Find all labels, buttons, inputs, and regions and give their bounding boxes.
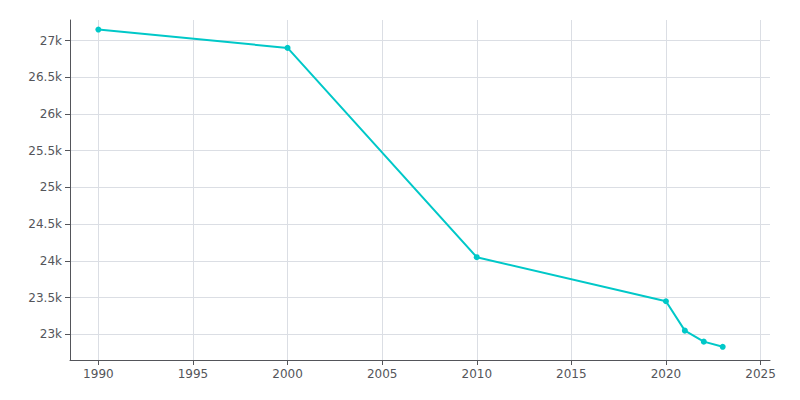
svg-text:26.5k: 26.5k (28, 70, 62, 84)
svg-text:1995: 1995 (178, 367, 209, 381)
svg-text:2020: 2020 (651, 367, 682, 381)
svg-text:1990: 1990 (83, 367, 114, 381)
svg-text:24k: 24k (40, 254, 62, 268)
svg-text:25k: 25k (40, 180, 62, 194)
svg-text:2000: 2000 (272, 367, 303, 381)
svg-text:2025: 2025 (745, 367, 776, 381)
svg-text:2015: 2015 (556, 367, 587, 381)
svg-text:24.5k: 24.5k (28, 217, 62, 231)
svg-text:26k: 26k (40, 107, 62, 121)
svg-text:2005: 2005 (367, 367, 398, 381)
svg-text:23k: 23k (40, 327, 62, 341)
svg-text:2010: 2010 (461, 367, 492, 381)
svg-text:25.5k: 25.5k (28, 144, 62, 158)
svg-text:27k: 27k (40, 34, 62, 48)
svg-text:23.5k: 23.5k (28, 291, 62, 305)
